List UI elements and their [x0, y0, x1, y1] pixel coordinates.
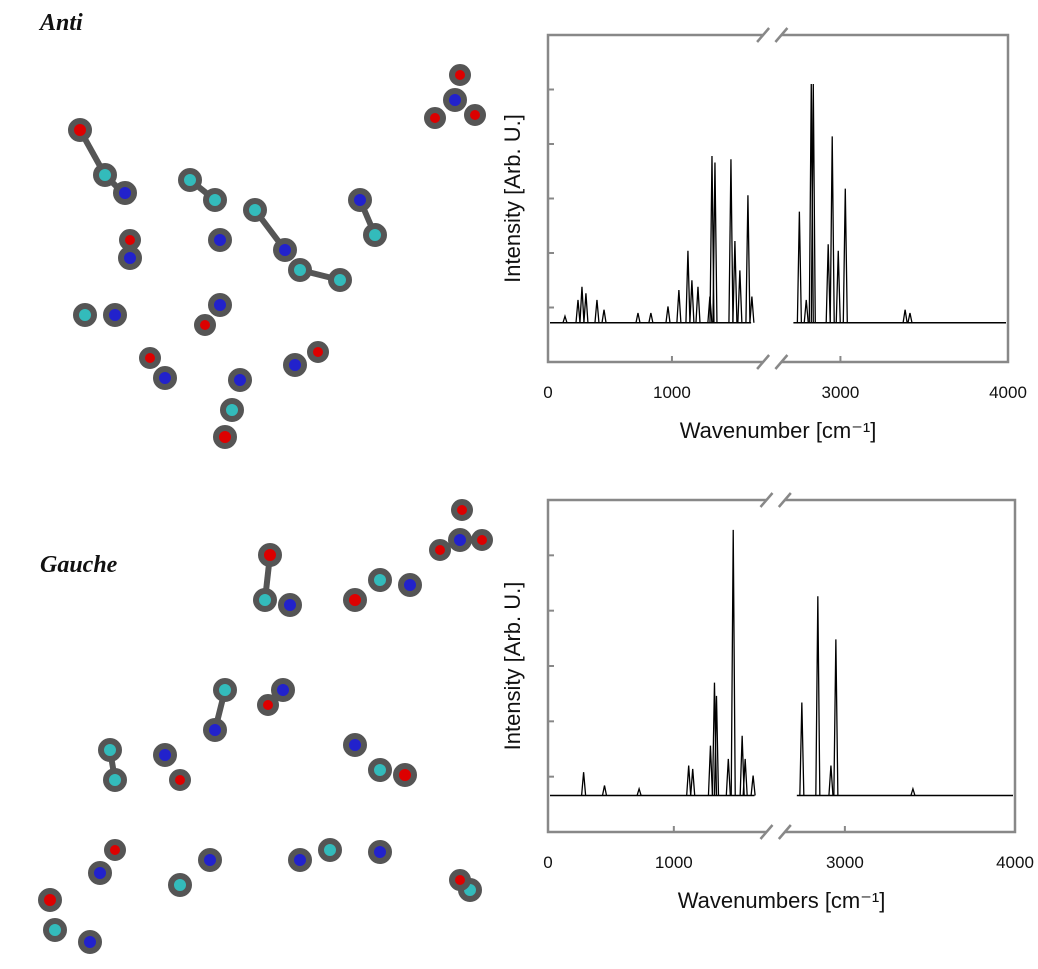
spectral-peak: [580, 772, 587, 796]
spectral-peak: [907, 312, 913, 323]
spectral-peak: [579, 286, 585, 323]
spectral-peak: [842, 188, 848, 323]
spectral-peak: [562, 313, 568, 323]
spectral-peak: [739, 735, 745, 796]
spectral-peak: [737, 270, 743, 323]
panel-label: Anti: [38, 10, 83, 36]
plot-frame: [546, 498, 1017, 834]
spectral-peak: [730, 529, 736, 796]
spectral-peak: [665, 306, 671, 323]
axis-break-mark: [777, 824, 792, 840]
plot-frame: [546, 33, 1010, 364]
spectral-peak: [601, 309, 607, 323]
spectral-peak: [635, 312, 641, 323]
spectral-peak: [810, 84, 816, 323]
spectral-peak: [799, 702, 805, 796]
axis-break-mark: [774, 354, 789, 370]
panel-label: Gauche: [40, 552, 118, 578]
spectral-peak: [815, 596, 821, 796]
molecule-illustration-anti: [68, 64, 486, 449]
x-tick-label: 0: [543, 853, 552, 872]
spectral-peak: [728, 159, 734, 323]
molecule-illustration-gauche: [38, 499, 493, 954]
x-tick-label: 0: [543, 383, 552, 402]
spectral-peak: [575, 299, 581, 323]
spectral-peak: [676, 290, 682, 323]
x-tick-label: 1000: [655, 853, 693, 872]
spectral-peak: [833, 639, 839, 796]
y-axis-label: Intensity [Arb. U.]: [500, 582, 525, 751]
x-tick-label: 1000: [653, 383, 691, 402]
spectral-peak: [745, 195, 751, 323]
axis-break-mark: [759, 824, 774, 840]
x-tick-label: 4000: [989, 383, 1027, 402]
x-axis-label: Wavenumbers [cm⁻¹]: [678, 888, 886, 913]
x-tick-label: 3000: [826, 853, 864, 872]
spectral-peak: [695, 286, 701, 323]
axis-break-mark: [774, 27, 789, 43]
axis-break-mark: [756, 354, 771, 370]
spectral-peak: [803, 299, 809, 323]
spectral-peak: [902, 309, 908, 323]
spectral-peak: [732, 240, 738, 323]
spectral-peak: [601, 785, 608, 796]
spectral-peak: [742, 758, 748, 796]
spectral-peak: [808, 84, 814, 323]
spectral-peak: [594, 299, 600, 323]
spectral-peak: [835, 250, 841, 323]
y-axis-label: Intensity [Arb. U.]: [500, 114, 525, 283]
spectral-peak: [712, 162, 718, 323]
spectral-peak: [750, 775, 756, 796]
x-axis-label: Wavenumber [cm⁻¹]: [680, 418, 877, 443]
axis-break-mark: [759, 492, 774, 508]
spectral-peak: [689, 280, 695, 323]
spectral-peak: [648, 312, 654, 323]
axis-break-mark: [756, 27, 771, 43]
spectral-peak: [690, 768, 696, 796]
spectral-peak: [910, 786, 916, 796]
spectral-peak: [686, 765, 692, 796]
spectral-peak: [749, 296, 755, 323]
spectral-peak: [685, 250, 691, 323]
spectral-peak: [796, 211, 803, 323]
axis-break-mark: [777, 492, 792, 508]
spectral-peak: [825, 244, 831, 323]
spectral-peak: [636, 786, 642, 796]
spectral-peak: [828, 765, 834, 796]
x-tick-label: 4000: [996, 853, 1034, 872]
spectral-peak: [725, 758, 731, 796]
spectral-peak: [583, 293, 589, 323]
spectral-peak: [829, 136, 835, 323]
x-tick-label: 3000: [822, 383, 860, 402]
spectral-peak: [707, 745, 714, 796]
spectral-peak: [713, 695, 720, 796]
